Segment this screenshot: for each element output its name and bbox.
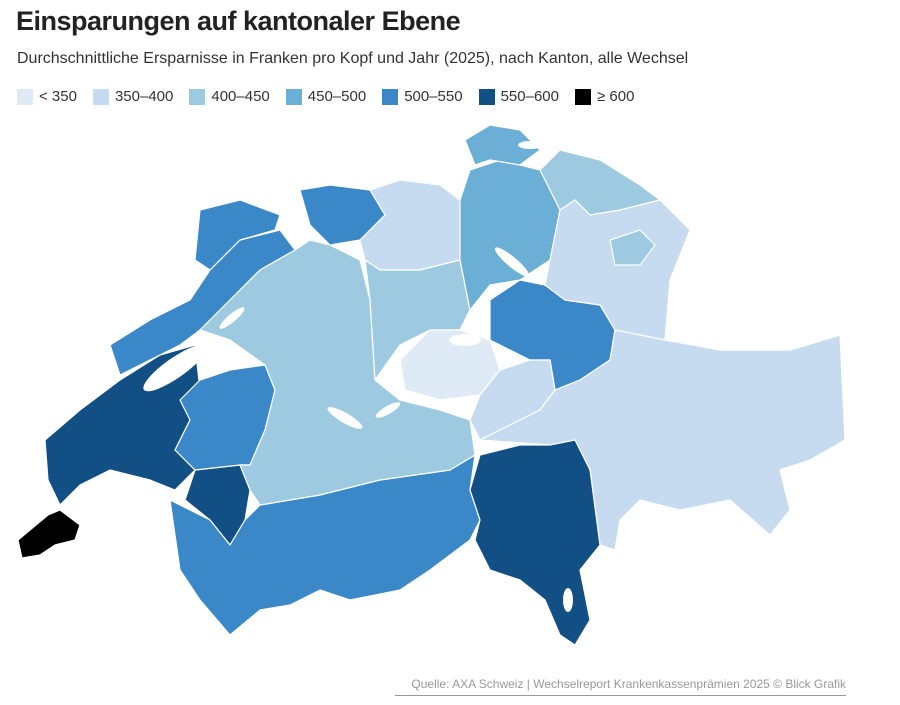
legend-swatch	[285, 88, 302, 105]
region	[464, 124, 541, 166]
legend-label: 400–450	[211, 88, 270, 105]
subtitle: Durchschnittliche Ersparnisse in Franken…	[17, 50, 689, 67]
lake	[375, 402, 401, 418]
legend-item: 450–500	[285, 88, 367, 105]
legend-item: 400–450	[189, 88, 270, 105]
legend-swatch	[17, 88, 33, 105]
lake	[327, 407, 363, 429]
region	[544, 199, 691, 341]
lake	[518, 141, 542, 149]
region	[469, 439, 601, 646]
legend-swatch	[575, 88, 591, 105]
lake	[219, 307, 245, 329]
legend-swatch	[382, 88, 399, 105]
source: Quelle: AXA Schweiz | Wechselreport Kran…	[411, 677, 846, 691]
lake	[449, 334, 481, 346]
legend-item: ≥ 600	[575, 88, 634, 105]
region	[17, 509, 81, 559]
region	[359, 179, 461, 271]
rule	[395, 695, 846, 696]
legend-item: 350–400	[92, 88, 174, 105]
cantons	[17, 124, 846, 646]
region	[194, 199, 281, 271]
legend: < 350 350–400 400–450 450–500 500–550 550–600…	[17, 88, 634, 105]
legend-label: ≥ 600	[597, 88, 635, 105]
region	[169, 454, 481, 636]
legend-label: 350–400	[114, 88, 174, 105]
lakes	[143, 141, 573, 612]
legend-swatch	[189, 88, 206, 105]
legend-item: < 350	[17, 88, 77, 105]
legend-label: 550–600	[500, 88, 559, 105]
lake	[563, 588, 573, 612]
legend-item: 500–550	[382, 88, 463, 105]
legend-label: 450–500	[307, 88, 367, 105]
region	[609, 229, 656, 266]
title: Einsparungen auf kantonaler Ebene	[16, 6, 461, 36]
lake	[143, 344, 207, 392]
legend-label: < 350	[39, 88, 77, 105]
legend-label: 500–550	[404, 88, 463, 105]
legend-swatch	[92, 88, 109, 105]
legend-item: 550–600	[478, 88, 559, 105]
legend-swatch	[478, 88, 495, 105]
region	[199, 239, 476, 506]
lake	[494, 247, 530, 277]
